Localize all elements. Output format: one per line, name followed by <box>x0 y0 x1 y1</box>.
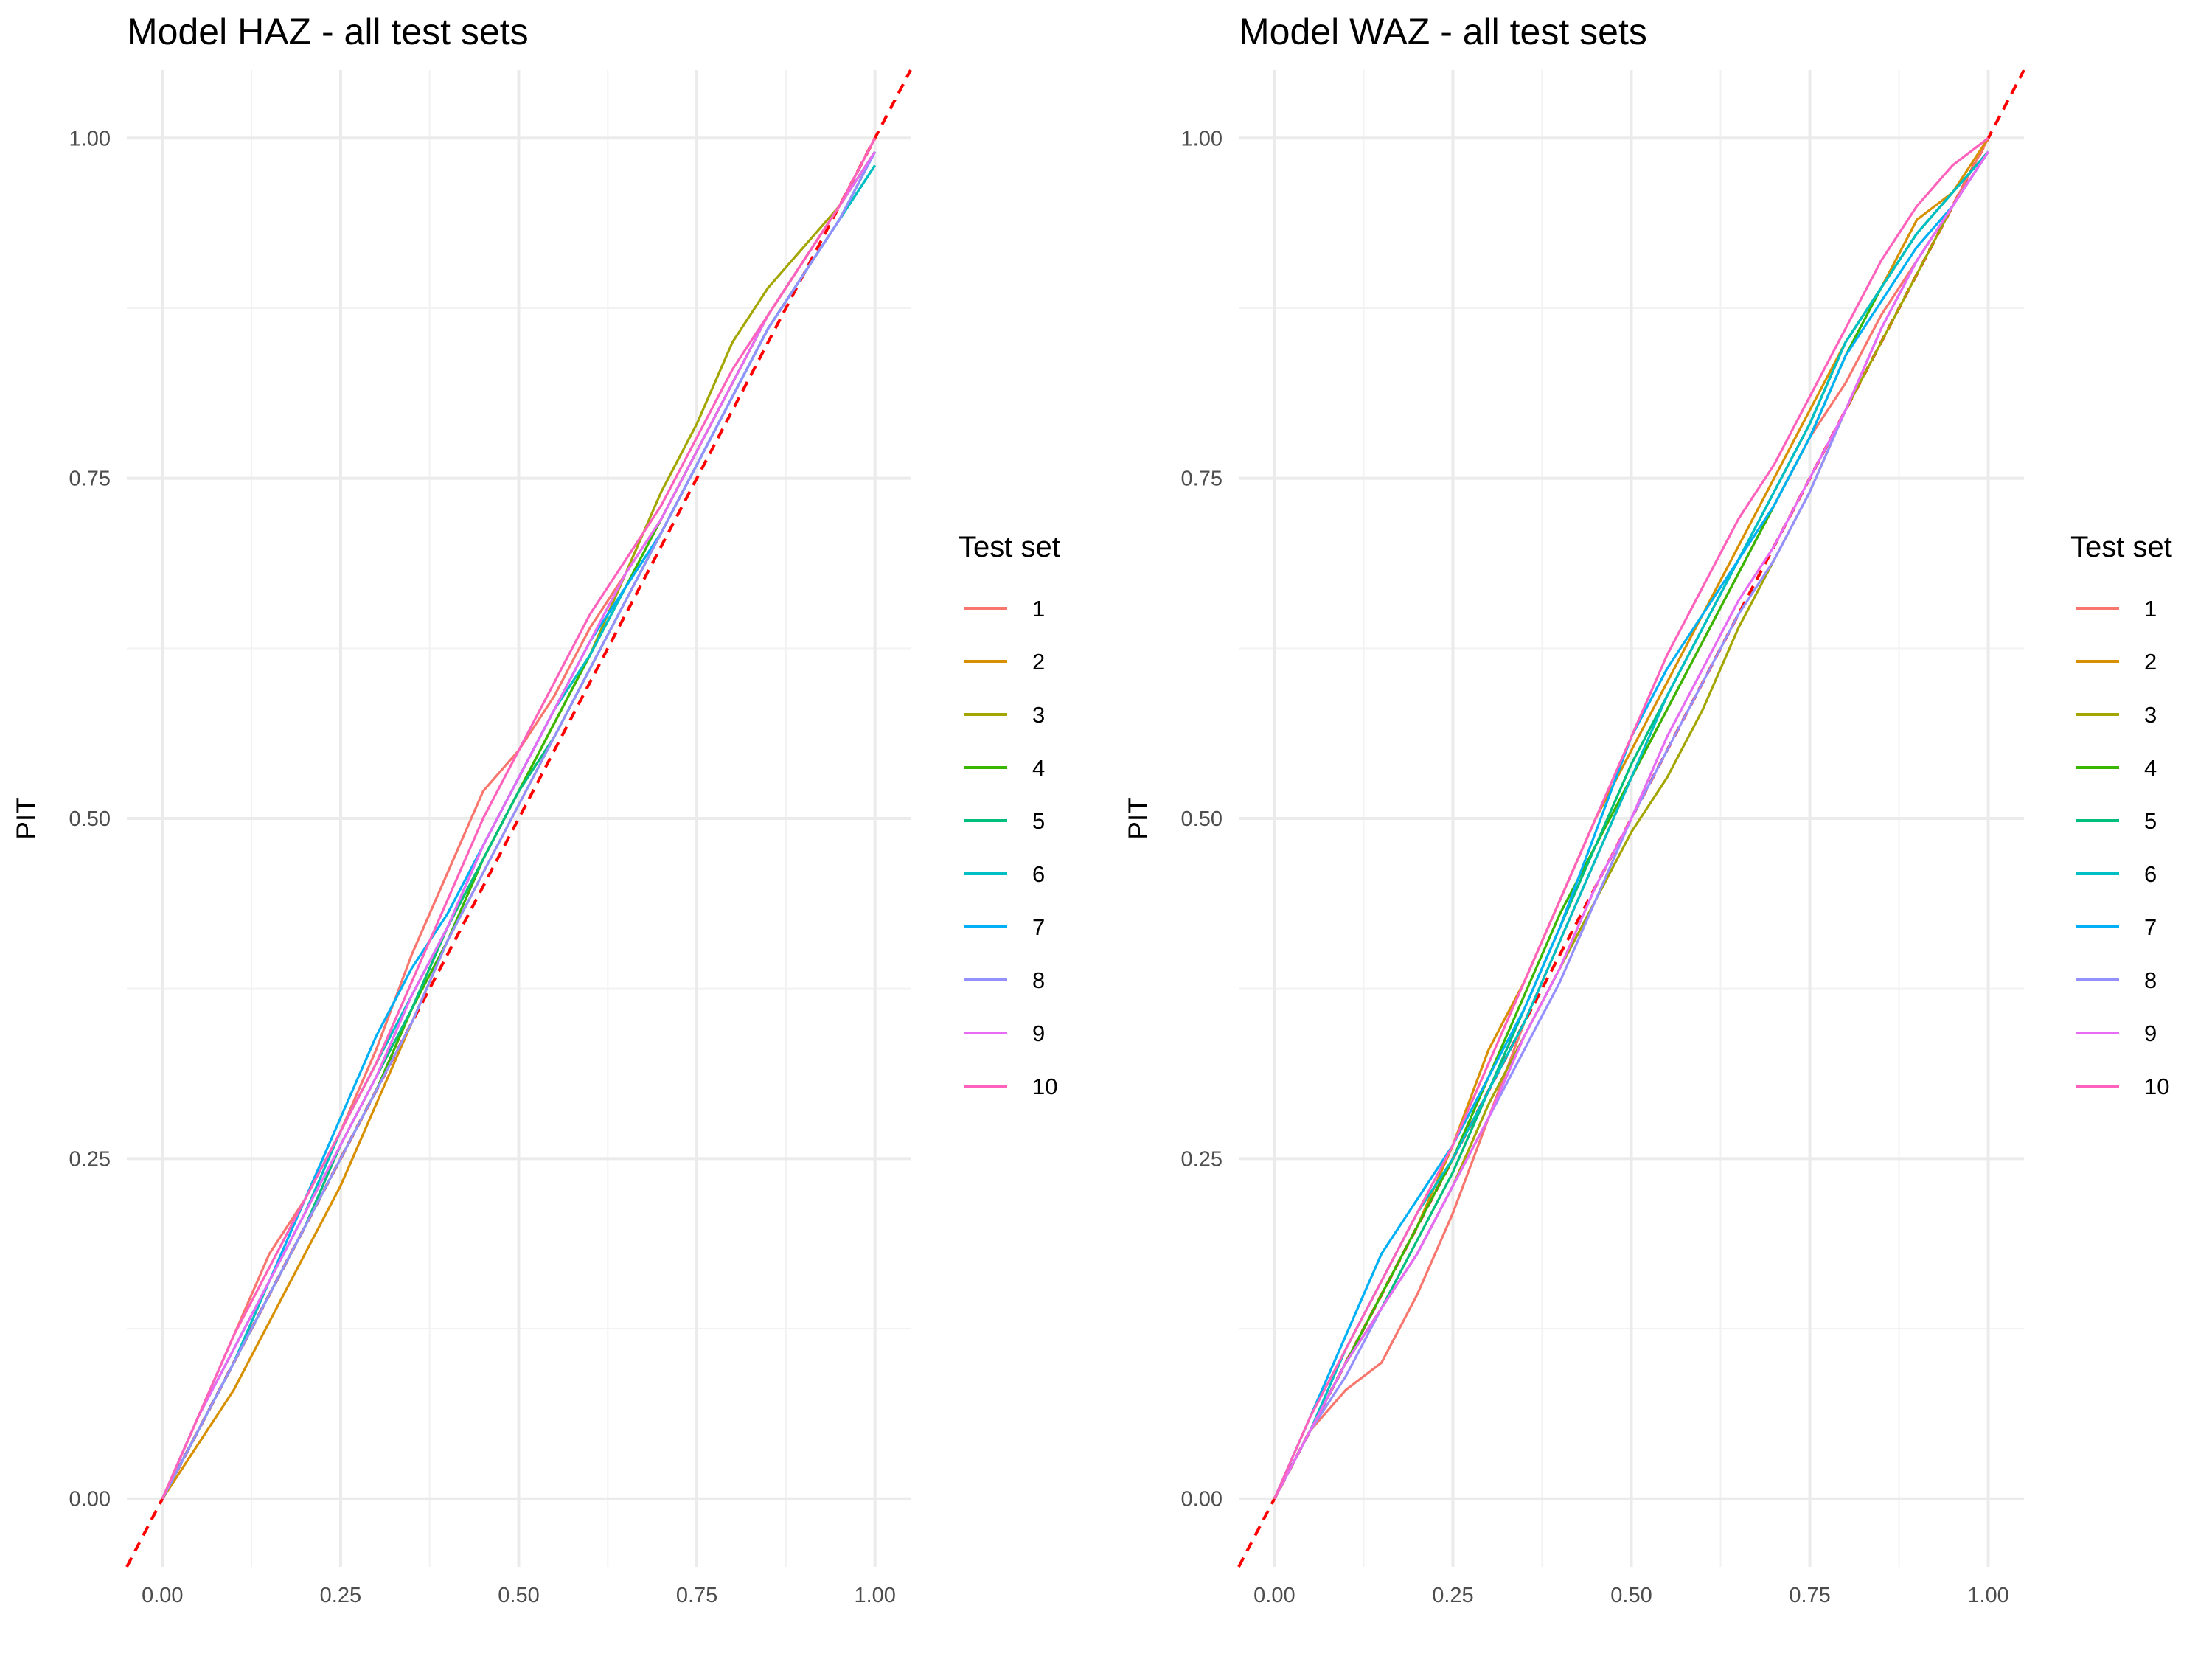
legend-label: 7 <box>1032 914 1045 940</box>
legend: Test set 1 2 3 4 5 6 7 8 9 10 <box>2070 531 2172 1099</box>
y-axis-label: PIT <box>1123 797 1153 840</box>
y-tick-label: 1.00 <box>1181 127 1222 150</box>
series-group <box>161 137 877 1500</box>
legend-item: 9 <box>964 1020 1045 1046</box>
legend-item: 3 <box>2076 702 2157 728</box>
legend-label: 2 <box>1032 649 1045 675</box>
legend-item: 5 <box>2076 808 2157 834</box>
x-tick-label: 1.00 <box>854 1584 895 1607</box>
y-axis-label: PIT <box>11 797 41 840</box>
x-tick-label: 0.00 <box>142 1584 183 1607</box>
panel-haz: Model HAZ - all test sets 0.00 0.25 0.50… <box>11 11 1060 1607</box>
legend-label: 7 <box>2144 914 2157 940</box>
legend-item: 6 <box>2076 861 2157 887</box>
legend-label: 8 <box>1032 967 1045 993</box>
panel-waz: Model WAZ - all test sets 0.00 0.25 0.50… <box>1123 11 2172 1607</box>
grid <box>1239 70 2024 1567</box>
legend-item: 6 <box>964 861 1045 887</box>
legend-item: 10 <box>2076 1074 2169 1099</box>
legend-item: 2 <box>2076 649 2157 675</box>
legend-label: 3 <box>1032 702 1045 728</box>
x-tick-label: 0.00 <box>1253 1584 1295 1607</box>
legend-item: 2 <box>964 649 1045 675</box>
reference-line <box>125 69 912 1568</box>
y-tick-label: 0.00 <box>69 1488 111 1512</box>
legend-title: Test set <box>2070 531 2172 563</box>
x-tick-label: 0.50 <box>1610 1584 1652 1607</box>
legend-item: 1 <box>2076 596 2157 622</box>
x-tick-label: 0.75 <box>1789 1584 1830 1607</box>
y-tick-label: 0.75 <box>1181 467 1222 491</box>
y-tick-label: 0.00 <box>1181 1488 1222 1512</box>
series-line-10 <box>161 137 877 1500</box>
x-tick-label: 0.25 <box>1432 1584 1473 1607</box>
tick-labels: 0.00 0.25 0.50 0.75 1.00 0.00 0.25 0.50 … <box>1181 127 2009 1607</box>
legend-label: 9 <box>2144 1020 2157 1046</box>
legend-title: Test set <box>959 531 1060 563</box>
legend-item: 8 <box>2076 967 2157 993</box>
legend-item: 8 <box>964 967 1045 993</box>
legend-item: 1 <box>964 596 1045 622</box>
legend-label: 1 <box>2144 596 2157 622</box>
grid <box>127 70 911 1567</box>
legend-item: 10 <box>964 1074 1057 1099</box>
series-group <box>1273 137 1990 1500</box>
chart-title: Model WAZ - all test sets <box>1239 11 1647 52</box>
reference-line-group <box>125 69 912 1568</box>
legend-item: 3 <box>964 702 1045 728</box>
series-line-10 <box>1273 137 1989 1500</box>
legend-label: 2 <box>2144 649 2157 675</box>
legend-label: 5 <box>2144 808 2157 834</box>
series-line-9 <box>1273 150 1989 1500</box>
legend-label: 4 <box>1032 755 1045 781</box>
legend-item: 4 <box>2076 755 2157 781</box>
legend-label: 4 <box>2144 755 2157 781</box>
legend-label: 6 <box>1032 861 1045 887</box>
chart-title: Model HAZ - all test sets <box>127 11 529 52</box>
legend-item: 9 <box>2076 1020 2157 1046</box>
y-tick-label: 0.50 <box>69 807 111 831</box>
tick-labels: 0.00 0.25 0.50 0.75 1.00 0.00 0.25 0.50 … <box>69 127 896 1607</box>
legend-item: 4 <box>964 755 1045 781</box>
legend-label: 1 <box>1032 596 1045 622</box>
y-tick-label: 0.75 <box>69 467 111 491</box>
y-tick-label: 1.00 <box>69 127 111 150</box>
legend-label: 10 <box>2144 1074 2169 1099</box>
legend-item: 7 <box>2076 914 2157 940</box>
y-tick-label: 0.50 <box>1181 807 1222 831</box>
x-tick-label: 1.00 <box>1967 1584 2008 1607</box>
series-line-8 <box>161 150 877 1500</box>
y-tick-label: 0.25 <box>69 1147 111 1171</box>
legend-item: 7 <box>964 914 1045 940</box>
legend: Test set 1 2 3 4 5 6 7 8 9 10 <box>959 531 1060 1099</box>
legend-label: 9 <box>1032 1020 1045 1046</box>
series-line-9 <box>161 150 877 1500</box>
legend-label: 3 <box>2144 702 2157 728</box>
y-tick-label: 0.25 <box>1181 1147 1222 1171</box>
legend-label: 5 <box>1032 808 1045 834</box>
x-tick-label: 0.25 <box>320 1584 361 1607</box>
legend-label: 8 <box>2144 967 2157 993</box>
x-tick-label: 0.50 <box>498 1584 539 1607</box>
legend-item: 5 <box>964 808 1045 834</box>
x-tick-label: 0.75 <box>676 1584 717 1607</box>
legend-label: 10 <box>1032 1074 1057 1099</box>
legend-label: 6 <box>2144 861 2157 887</box>
